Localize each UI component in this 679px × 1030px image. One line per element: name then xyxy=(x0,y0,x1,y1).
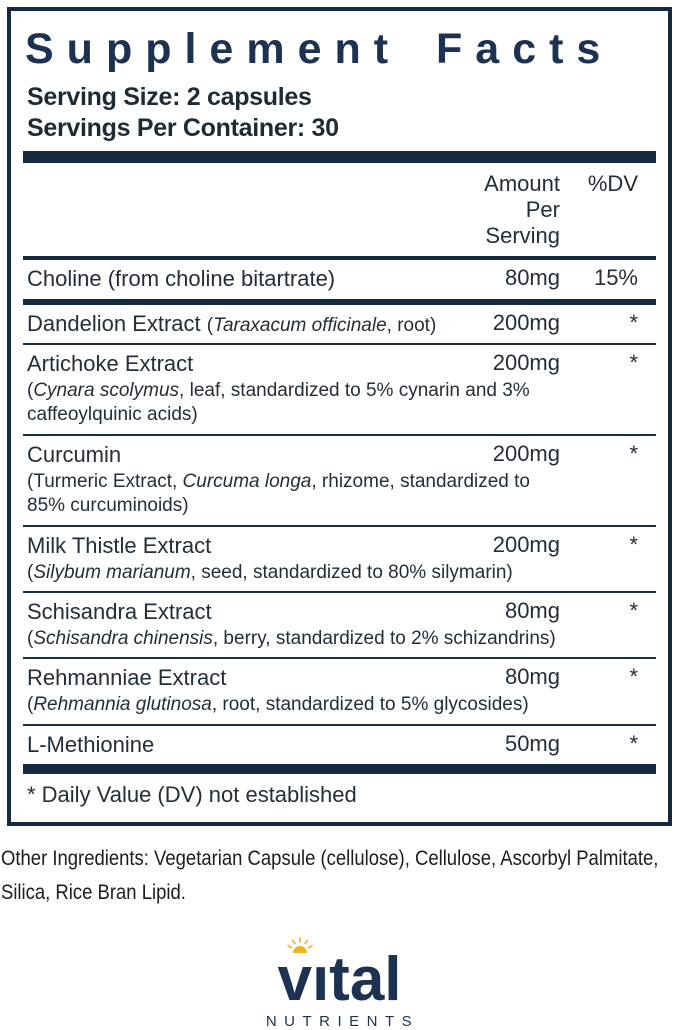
logo-dotless-i: ı xyxy=(311,945,330,1015)
ingredient-dv: * xyxy=(629,441,638,467)
divider-thin xyxy=(23,343,656,346)
brand-logo: vıtal NUTRIENTS xyxy=(0,937,679,1030)
logo-subtext: NUTRIENTS xyxy=(265,1013,420,1030)
supplement-facts-panel: Supplement Facts Serving Size: 2 capsule… xyxy=(7,7,672,827)
logo-wordmark: vıtal xyxy=(277,945,402,1015)
ingredient-amount: 200mg xyxy=(492,441,560,467)
ingredient-description: (Turmeric Extract, Curcuma longa, rhizom… xyxy=(27,470,530,517)
ingredient-name: Choline (from choline bitartrate) xyxy=(27,266,336,291)
ingredient-name: Curcumin xyxy=(27,442,122,468)
other-ingredients-line1: Other Ingredients: Vegetarian Capsule (c… xyxy=(1,847,659,871)
ingredient-amount: 200mg xyxy=(492,532,560,557)
ingredient-description: (Schisandra chinensis, berry, standardiz… xyxy=(27,627,556,649)
divider-thick-top xyxy=(23,151,656,163)
divider-medium xyxy=(23,298,656,305)
table-row-curcumin: Curcumin 200mg * (Turmeric Extract, Curc… xyxy=(23,436,656,525)
ingredient-amount: 200mg xyxy=(492,309,560,335)
table-row-milk-thistle: Milk Thistle Extract 200mg * (Silybum ma… xyxy=(23,527,656,591)
ingredient-name: Dandelion Extract (Taraxacum officinale,… xyxy=(27,310,437,336)
servings-per-container: Servings Per Container: 30 xyxy=(27,113,339,142)
header-percent-dv: %DV xyxy=(587,171,638,196)
ingredient-dv: * xyxy=(629,598,638,624)
ingredient-source: (Taraxacum officinale, root) xyxy=(206,314,437,336)
ingredient-dv: * xyxy=(629,532,638,557)
table-row-rehmanniae: Rehmanniae Extract 80mg * (Rehmannia glu… xyxy=(23,659,656,723)
table-row-dandelion: Dandelion Extract (Taraxacum officinale,… xyxy=(23,305,656,344)
ingredient-dv: * xyxy=(629,730,638,756)
divider-thin xyxy=(23,657,656,660)
serving-size: Serving Size: 2 capsules xyxy=(27,83,312,111)
divider-thin xyxy=(23,434,656,437)
ingredient-amount: 80mg xyxy=(504,664,560,690)
header-amount-per-serving: Amount Per Serving xyxy=(484,171,560,248)
ingredient-amount: 80mg xyxy=(504,598,560,624)
divider-thin xyxy=(23,723,656,726)
table-row-choline: Choline (from choline bitartrate) 80mg 1… xyxy=(23,260,656,299)
ingredient-description: (Cynara scolymus, leaf, standardized to … xyxy=(27,379,530,426)
ingredient-description: (Rehmannia glutinosa, root, standardized… xyxy=(27,693,529,715)
divider-thin xyxy=(23,591,656,594)
ingredient-dv: * xyxy=(629,350,638,376)
divider-thin xyxy=(23,525,656,527)
ingredient-dv: 15% xyxy=(593,265,638,290)
divider-medium xyxy=(23,256,656,260)
ingredient-dv: * xyxy=(629,664,638,690)
ingredient-amount: 50mg xyxy=(504,730,560,756)
ingredient-name: L-Methionine xyxy=(27,731,155,757)
other-ingredients-line2: Silica, Rice Bran Lipid. xyxy=(1,880,186,904)
table-header-row: Amount Per Serving %DV xyxy=(23,163,656,256)
ingredient-amount: 200mg xyxy=(492,350,560,376)
ingredient-description: (Silybum marianum, seed, standardized to… xyxy=(27,561,513,583)
table-row-schisandra: Schisandra Extract 80mg * (Schisandra ch… xyxy=(23,593,656,657)
ingredient-name: Schisandra Extract xyxy=(27,599,212,625)
ingredient-name: Rehmanniae Extract xyxy=(27,665,227,691)
divider-thick-bottom xyxy=(23,764,656,775)
panel-title: Supplement Facts xyxy=(25,25,614,73)
ingredient-dv: * xyxy=(629,309,638,335)
other-ingredients: Other Ingredients: Vegetarian Capsule (c… xyxy=(1,842,679,909)
dv-footnote: * Daily Value (DV) not established xyxy=(27,782,357,808)
table-row-l-methionine: L-Methionine 50mg * xyxy=(23,726,656,765)
ingredient-name: Milk Thistle Extract xyxy=(27,533,212,558)
sun-icon xyxy=(287,937,313,954)
ingredient-amount: 80mg xyxy=(504,265,560,290)
table-row-artichoke: Artichoke Extract 200mg * (Cynara scolym… xyxy=(23,345,656,434)
ingredient-name: Artichoke Extract xyxy=(27,351,194,377)
